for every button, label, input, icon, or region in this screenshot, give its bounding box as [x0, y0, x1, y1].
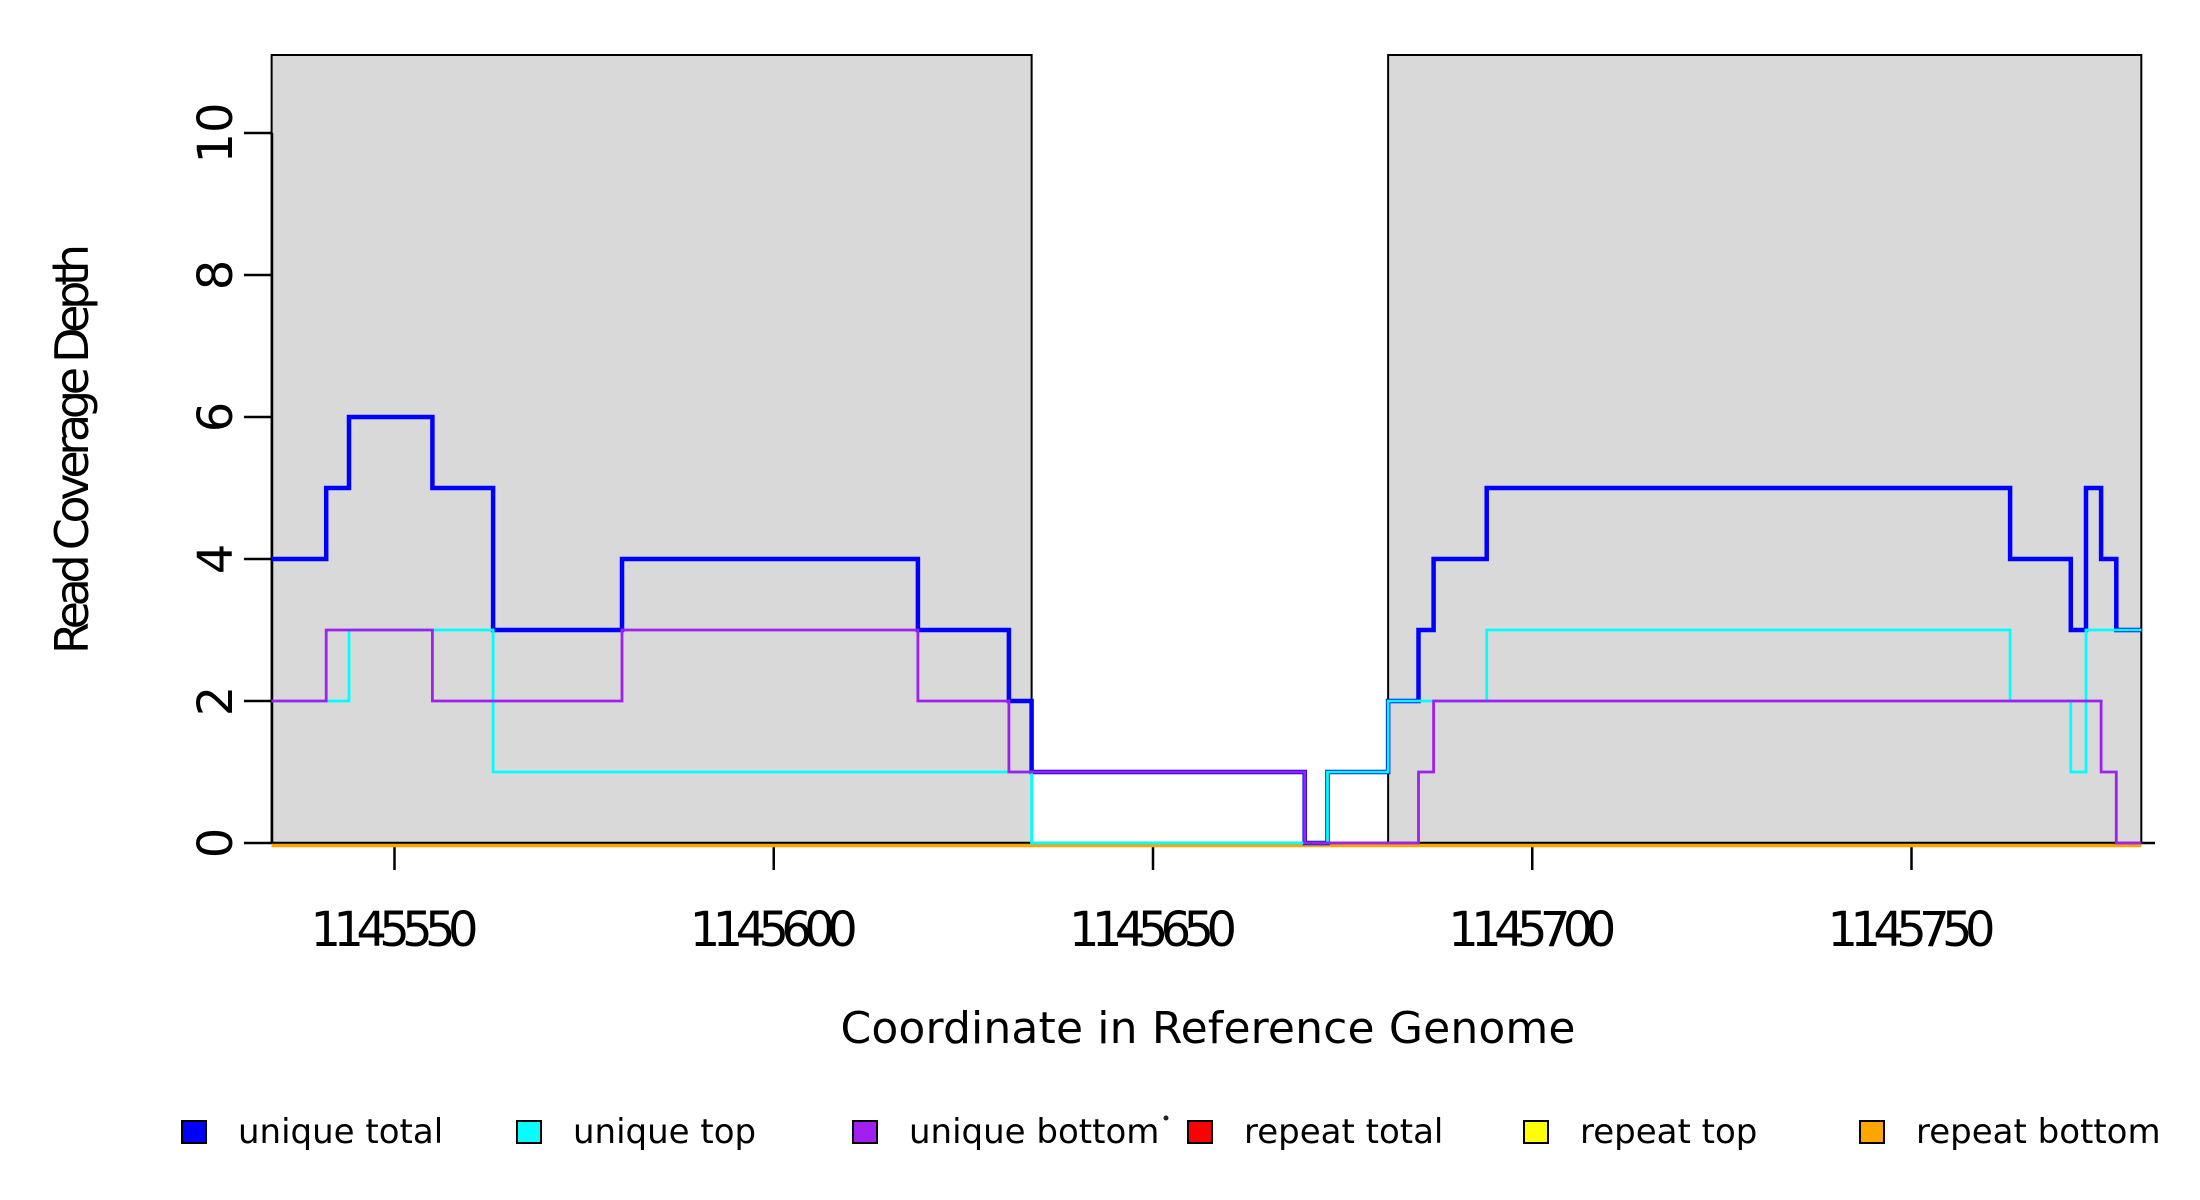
legend-swatch-repeat-bottom [1859, 1120, 1885, 1144]
legend-label: unique top [573, 1112, 756, 1152]
x-tick-label: 1145750 [1828, 902, 1996, 958]
y-tick-label: 4 [188, 544, 244, 575]
legend-item-repeat-top: repeat top [1523, 1112, 1757, 1152]
legend-swatch-unique-bottom [852, 1120, 878, 1144]
shaded-band-2 [1387, 54, 2143, 844]
y-tick-label: 0 [188, 828, 244, 859]
series-lines [271, 414, 2142, 848]
legend-item-unique-total: unique total [181, 1112, 443, 1152]
legend-item-unique-top: unique top [516, 1112, 756, 1152]
y-tick-label: 10 [188, 102, 244, 163]
y-axis: 0 2 4 6 8 10 [188, 102, 274, 859]
legend-item-repeat-bottom: repeat bottom [1859, 1112, 2161, 1152]
legend-label: unique bottom [909, 1112, 1159, 1152]
series-line-unique-top [271, 628, 2142, 845]
x-tick-label: 1145700 [1448, 902, 1616, 958]
y-tick-label: 2 [188, 686, 244, 717]
legend-item-repeat-total: repeat total [1187, 1112, 1443, 1152]
x-tick-label: 1145650 [1069, 902, 1237, 958]
y-axis-title: Read Coverage Depth [45, 244, 99, 654]
y-tick-label: 6 [188, 402, 244, 433]
series-line-unique-bottom [271, 628, 2142, 845]
legend-item-unique-bottom: unique bottom [852, 1112, 1159, 1152]
shaded-band-1 [270, 54, 1033, 844]
legend-label: repeat bottom [1916, 1112, 2161, 1152]
legend-swatch-repeat-top [1523, 1120, 1549, 1144]
legend-label: unique total [238, 1112, 443, 1152]
legend-swatch-unique-total [181, 1120, 207, 1144]
x-tick-label: 1145600 [690, 902, 858, 958]
legend-stray-dot [1163, 1115, 1169, 1121]
x-tick-label: 1145550 [311, 902, 479, 958]
x-axis-title: Coordinate in Reference Genome [841, 1003, 1576, 1054]
x-axis: 1145550 1145600 1145650 1145700 1145750 [272, 841, 2155, 958]
legend-label: repeat total [1244, 1112, 1443, 1152]
legend-swatch-unique-top [516, 1120, 542, 1144]
shaded-region-bands [270, 54, 2143, 844]
legend-swatch-repeat-total [1187, 1120, 1213, 1144]
y-tick-label: 8 [188, 260, 244, 291]
legend: unique total unique top unique bottom repea… [181, 1112, 2161, 1152]
legend-label: repeat top [1580, 1112, 1757, 1152]
